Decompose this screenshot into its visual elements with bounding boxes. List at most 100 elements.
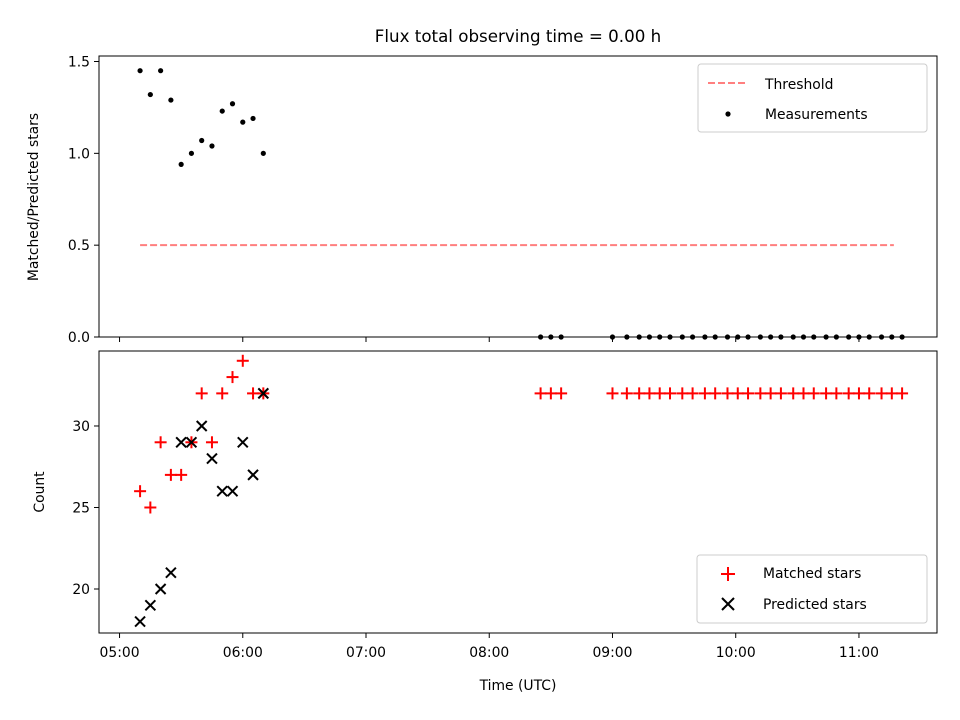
count-ylabel: Count [32, 471, 48, 513]
matched-star-point [606, 387, 619, 400]
predicted-star-point [216, 485, 228, 497]
matched-star-point [742, 387, 755, 400]
matched-star-point [721, 387, 734, 400]
ratio-y-tick-label: 1.0 [68, 146, 90, 162]
matched-star-point [807, 387, 820, 400]
legend-measurements-swatch [725, 111, 731, 117]
matched-star-point [852, 387, 865, 400]
matched-star-point [698, 387, 711, 400]
measurement-point [229, 101, 236, 107]
predicted-star-point [185, 436, 198, 448]
measurement-point [199, 137, 205, 144]
measurement-point [188, 150, 195, 156]
ratio-y-tick-label: 0.0 [68, 330, 90, 346]
matched-star-point [195, 387, 208, 400]
ratio-y-tick-label: 1.5 [68, 55, 90, 71]
predicted-star-point [134, 615, 146, 628]
ratio-legend: Threshold Measurements [697, 63, 928, 133]
chart-title: Flux total observing time = 0.00 h [375, 26, 661, 46]
measurement-point [209, 143, 215, 149]
matched-star-point [653, 387, 666, 400]
matched-star-point [797, 387, 810, 400]
x-tick-label: 11:00 [839, 645, 879, 661]
measurement-point [260, 150, 266, 156]
x-tick-label: 05:00 [100, 645, 140, 661]
matched-star-point [205, 436, 218, 449]
matched-star-point [863, 387, 876, 400]
matched-star-point [885, 387, 898, 400]
x-tick-label: 10:00 [716, 645, 756, 661]
matched-star-point [787, 387, 800, 400]
matched-star-point [820, 387, 833, 400]
legend-measurements-label: Measurements [765, 107, 868, 123]
measurement-point [137, 68, 143, 74]
matched-star-point [774, 387, 787, 400]
predicted-star-point [175, 436, 187, 448]
predicted-star-point [247, 469, 259, 481]
count-y-tick-label: 30 [72, 419, 90, 435]
matched-star-point [643, 387, 656, 400]
matched-star-point [875, 387, 888, 400]
matched-star-point [175, 468, 188, 481]
ratio-legend-box [697, 63, 928, 133]
measurement-point [250, 115, 256, 122]
predicted-star-point [257, 387, 270, 400]
predicted-star-point [206, 452, 218, 465]
legend-threshold-label: Threshold [764, 77, 833, 93]
x-tick-label: 08:00 [469, 645, 509, 661]
matched-star-point [247, 387, 260, 400]
matched-star-point [544, 387, 557, 400]
ratio-panel: Matched/Predicted stars 0.0 0.5 1.0 1.5 Thr… [26, 55, 938, 346]
matched-star-point [764, 387, 777, 400]
matched-star-point [709, 387, 722, 400]
ratio-ylabel: Matched/Predicted stars [26, 113, 42, 281]
matched-star-point [154, 436, 167, 449]
predicted-star-point [144, 599, 157, 611]
matched-star-point [676, 387, 689, 400]
count-panel: Count 20 25 30 Matched stars Predicted sta… [32, 350, 938, 634]
matched-star-point [555, 387, 568, 400]
ratio-panel-frame [98, 55, 938, 338]
matched-star-point [144, 501, 157, 514]
matched-star-point [134, 485, 147, 498]
matched-star-point [620, 387, 633, 400]
matched-star-point [633, 387, 646, 400]
measurement-point [240, 119, 246, 125]
ratio-y-tick-label: 0.5 [68, 238, 90, 254]
count-y-tick-label: 20 [72, 582, 90, 598]
count-legend-box [696, 554, 928, 624]
measurement-point [168, 97, 174, 103]
x-tick-label: 07:00 [346, 645, 386, 661]
predicted-star-point [226, 485, 239, 497]
matched-star-point [830, 387, 843, 400]
matched-star-point [164, 468, 177, 481]
measurement-point [147, 91, 153, 98]
matched-star-point [754, 387, 767, 400]
x-axis-label: Time (UTC) [479, 678, 557, 694]
predicted-star-point [154, 583, 167, 595]
matched-star-point [842, 387, 855, 400]
matched-star-point [686, 387, 699, 400]
x-tick-label: 06:00 [223, 645, 263, 661]
predicted-star-point [195, 420, 208, 432]
count-legend: Matched stars Predicted stars [696, 554, 928, 624]
legend-predicted-swatch [721, 597, 735, 611]
legend-matched-label: Matched stars [763, 566, 861, 582]
matched-star-point [216, 387, 229, 400]
measurement-point [219, 108, 225, 114]
matched-star-point [731, 387, 744, 400]
matched-star-point [226, 371, 239, 384]
predicted-star-point [165, 566, 177, 579]
measurement-point [178, 161, 184, 167]
count-y-tick-label: 25 [72, 500, 90, 516]
matched-star-point [534, 387, 547, 400]
predicted-star-point [237, 436, 249, 448]
legend-predicted-label: Predicted stars [763, 597, 867, 613]
x-tick-label: 09:00 [592, 645, 632, 661]
measurement-point [158, 68, 164, 74]
matched-star-point [896, 387, 909, 400]
count-panel-frame [98, 350, 938, 634]
legend-matched-swatch [721, 567, 735, 581]
